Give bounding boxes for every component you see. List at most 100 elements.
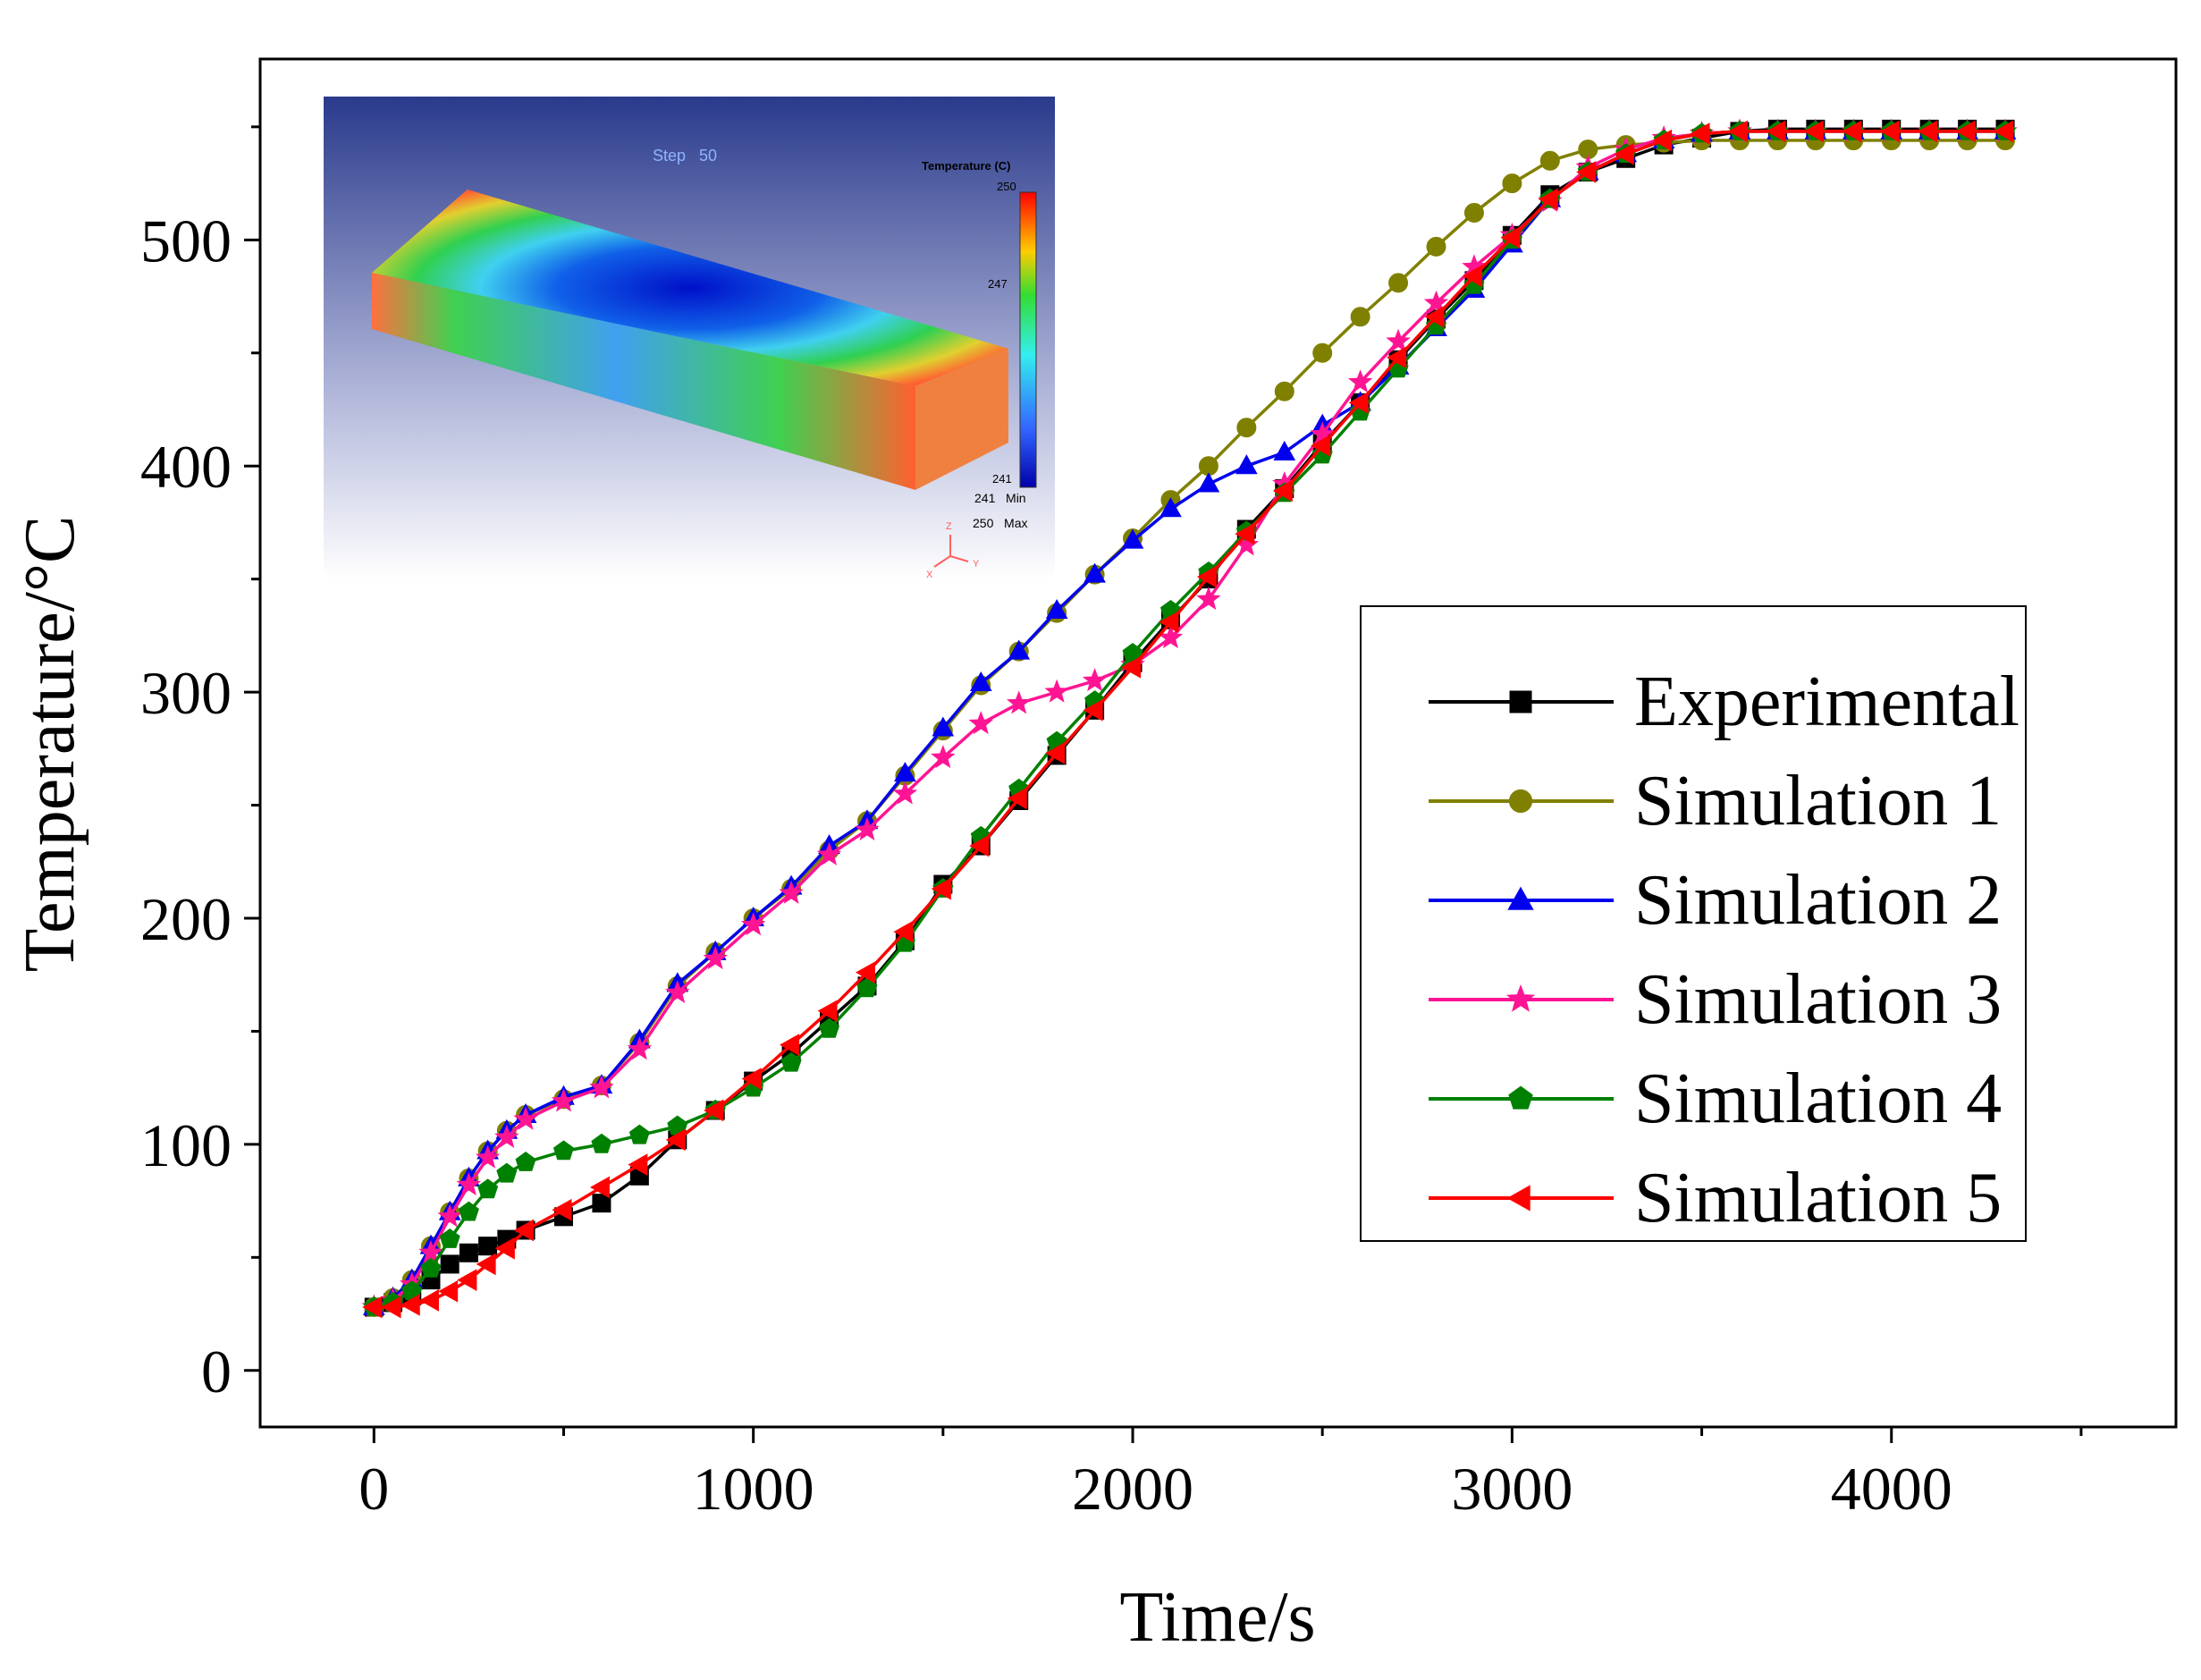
data-point xyxy=(589,1176,610,1199)
y-tick-label: 200 xyxy=(140,885,232,953)
data-point xyxy=(665,980,690,1004)
x-tick-label: 1000 xyxy=(693,1455,814,1523)
data-point xyxy=(1350,307,1370,327)
data-point xyxy=(931,877,951,900)
data-point xyxy=(438,1279,459,1303)
max-readout: 250 Max xyxy=(973,516,1027,530)
legend-item: Simulation 1 xyxy=(1429,762,2002,840)
data-point xyxy=(1614,142,1634,165)
data-point xyxy=(1347,369,1373,393)
inset-image: Step 50 Temperature (C) 250 247 244 241 … xyxy=(324,97,1055,580)
legend-label: Simulation 1 xyxy=(1634,762,2002,840)
legend-item: Simulation 2 xyxy=(1429,861,2002,940)
data-point xyxy=(477,1178,499,1199)
data-point xyxy=(1463,202,1484,223)
data-point xyxy=(1007,787,1027,810)
x-tick-label: 4000 xyxy=(1831,1455,1952,1523)
data-point xyxy=(665,1128,686,1152)
data-point xyxy=(476,1253,496,1276)
data-point xyxy=(592,1194,611,1213)
data-point xyxy=(1312,342,1333,363)
data-point xyxy=(418,1239,443,1263)
data-point xyxy=(1272,479,1293,502)
data-point xyxy=(515,1151,536,1171)
data-point xyxy=(1426,236,1446,257)
data-point xyxy=(1348,392,1369,414)
data-point xyxy=(1500,226,1521,249)
data-point xyxy=(1727,120,1748,143)
x-tick-label: 0 xyxy=(358,1455,389,1523)
data-point xyxy=(779,880,804,904)
colorbar-tick-250: 250 xyxy=(997,180,1016,193)
y-tick-label: 400 xyxy=(140,433,232,501)
data-point xyxy=(551,1088,577,1112)
data-point xyxy=(1842,120,1862,143)
data-point xyxy=(514,1219,535,1242)
data-point xyxy=(1235,454,1258,475)
axis-triad xyxy=(933,535,969,568)
data-point xyxy=(1045,599,1068,620)
legend-item: Simulation 5 xyxy=(1429,1159,2002,1237)
data-point xyxy=(1955,120,1976,143)
data-point xyxy=(1196,586,1221,611)
legend-label: Experimental xyxy=(1634,663,2020,741)
data-point xyxy=(459,1243,478,1262)
y-tick-label: 100 xyxy=(140,1111,232,1179)
data-point xyxy=(591,1133,612,1153)
data-point xyxy=(1120,655,1142,679)
data-point xyxy=(552,1198,572,1221)
axis-ticks: 0 1000 2000 3000 4000 0 100 200 300 400 500 xyxy=(140,125,2083,1523)
data-point xyxy=(819,1017,840,1038)
data-point xyxy=(1879,120,1900,143)
legend-label: Simulation 4 xyxy=(1634,1059,2002,1138)
legend-marker xyxy=(1505,984,1536,1012)
plot-frame xyxy=(258,57,2178,1429)
data-point xyxy=(1918,120,1938,143)
data-point xyxy=(628,1124,650,1144)
legend-item: Experimental xyxy=(1429,663,2020,741)
data-point xyxy=(457,1269,477,1291)
legend: Experimental Simulation 1 Simulation 2 Simu… xyxy=(1360,605,2027,1242)
y-tick-label: 500 xyxy=(140,207,232,274)
legend-marker xyxy=(1508,789,1533,814)
data-point xyxy=(1462,265,1482,288)
colorbar-tick-247: 247 xyxy=(988,277,1008,291)
data-point xyxy=(1197,472,1220,493)
data-point xyxy=(892,781,918,805)
data-point xyxy=(1008,639,1031,660)
data-point xyxy=(1007,690,1032,714)
data-point xyxy=(1159,611,1179,634)
data-point xyxy=(475,1144,501,1169)
data-point xyxy=(628,1153,648,1176)
data-point xyxy=(741,1068,762,1090)
data-point xyxy=(1045,742,1066,764)
data-point xyxy=(969,671,992,691)
x-tick-label: 3000 xyxy=(1451,1455,1573,1523)
data-point xyxy=(1539,150,1560,171)
data-point xyxy=(1082,668,1108,692)
colorbar-tick-241: 241 xyxy=(992,472,1012,485)
block-side-face xyxy=(372,273,915,490)
data-point xyxy=(969,834,990,857)
colorbar xyxy=(1019,191,1037,488)
data-point xyxy=(1424,305,1445,328)
legend-label: Simulation 2 xyxy=(1634,861,2002,940)
legend-marker xyxy=(1509,690,1532,713)
data-point xyxy=(704,1099,724,1122)
series-layer xyxy=(361,118,2018,1319)
data-point xyxy=(780,1051,802,1072)
data-point xyxy=(1044,679,1069,703)
data-point xyxy=(458,1201,479,1221)
data-point xyxy=(1387,346,1407,369)
data-point xyxy=(1423,290,1449,314)
legend-marker xyxy=(1507,886,1534,910)
data-point xyxy=(496,1162,518,1183)
data-point xyxy=(740,912,766,936)
data-point xyxy=(1386,328,1411,352)
data-point xyxy=(494,1124,519,1148)
data-point xyxy=(1121,528,1144,549)
data-point xyxy=(440,1254,460,1274)
data-point xyxy=(478,1237,498,1256)
axis-label-z: Z xyxy=(946,521,952,532)
y-tick-label: 0 xyxy=(201,1338,232,1406)
